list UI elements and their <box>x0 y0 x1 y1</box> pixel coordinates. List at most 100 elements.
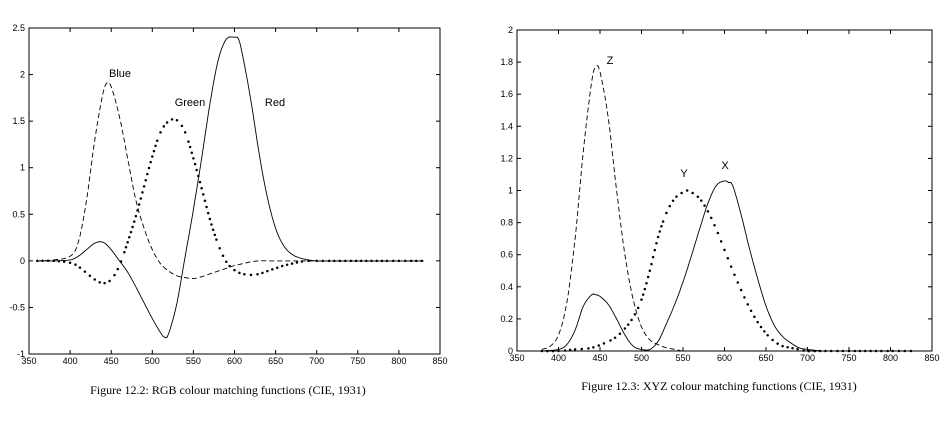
series-y-point <box>791 346 794 350</box>
series-green-point <box>208 217 212 221</box>
series-y-point <box>781 344 784 348</box>
x-tick-label: 400 <box>551 353 566 363</box>
series-green-point <box>249 273 253 277</box>
x-tick-label: 500 <box>145 356 160 366</box>
x-tick-label: 550 <box>186 356 201 366</box>
series-y-point <box>753 315 756 318</box>
series-y-point <box>736 281 740 284</box>
series-green-point <box>192 157 195 160</box>
series-green-point <box>131 225 134 229</box>
series-y-point <box>597 344 600 347</box>
series-y-point <box>709 216 713 220</box>
x-tick-label: 500 <box>634 353 649 363</box>
y-tick-label: 1.2 <box>500 153 513 163</box>
series-y-point <box>675 195 678 198</box>
series-y-point <box>706 210 710 213</box>
series-y-label: Y <box>680 168 688 180</box>
y-tick-label: 0.8 <box>500 218 513 228</box>
series-green-point <box>165 121 169 124</box>
series-green-point <box>188 145 192 149</box>
series-green-point <box>151 155 154 158</box>
x-tick-label: 600 <box>227 356 242 366</box>
series-y-point <box>743 296 746 299</box>
series-y-point <box>602 342 606 345</box>
series-y-point <box>641 293 645 296</box>
series-y-point <box>563 349 567 352</box>
series-green-point <box>142 185 146 188</box>
series-green-point <box>62 260 66 264</box>
series-y-point <box>587 347 590 350</box>
y-tick-label: 2 <box>508 25 513 35</box>
y-tick-label: 0.5 <box>12 209 25 219</box>
series-green-point <box>137 203 141 206</box>
series-y-point <box>573 348 577 351</box>
figure-caption: Figure 12.2: RGB colour matching functio… <box>90 383 366 397</box>
series-red-label: Red <box>265 97 285 109</box>
series-green-point <box>183 131 187 134</box>
series-green-point <box>225 260 228 264</box>
series-y-point <box>759 325 763 329</box>
series-y-point <box>623 327 627 330</box>
series-x-label: X <box>721 160 729 172</box>
series-y-point <box>653 248 657 252</box>
x-tick-label: 450 <box>104 356 119 366</box>
series-y-point <box>680 191 683 195</box>
series-y-point <box>665 211 668 215</box>
series-green-point <box>152 149 156 153</box>
x-tick-label: 350 <box>509 353 524 363</box>
x-tick-label: 650 <box>268 356 283 366</box>
series-y-point <box>739 288 743 292</box>
x-tick-label: 800 <box>883 353 898 363</box>
series-y-point <box>749 309 753 313</box>
y-tick-label: 1 <box>508 186 513 196</box>
x-tick-label: 350 <box>21 356 36 366</box>
series-green-point <box>175 118 179 122</box>
x-tick-label: 450 <box>592 353 607 363</box>
y-tick-label: 2.5 <box>12 23 25 33</box>
chart-rgb: 350 400 450 500 550 600 650 700 750 800 850 -1 -0.5 0… <box>9 23 447 397</box>
series-y-point <box>655 241 658 245</box>
series-y-point <box>763 330 766 333</box>
x-tick-label: 700 <box>309 356 324 366</box>
series-green-point <box>275 266 279 269</box>
series-y-point <box>802 349 805 352</box>
series-y-point <box>613 336 617 339</box>
series-y-point <box>568 348 572 352</box>
series-green-point <box>221 254 225 257</box>
series-green-point <box>290 262 294 265</box>
y-tick-label: -0.5 <box>9 302 25 312</box>
series-green-point <box>218 247 221 250</box>
series-green-point <box>215 238 218 241</box>
series-green-point <box>280 264 284 268</box>
series-green-point <box>162 125 166 128</box>
y-tick-label: 1.6 <box>500 89 513 99</box>
series-y-point <box>696 195 700 199</box>
y-tick-label: 1.8 <box>500 57 513 67</box>
series-green-point <box>190 151 194 154</box>
series-y-point <box>633 313 637 316</box>
x-tick-label: 750 <box>350 356 365 366</box>
y-tick-label: 0 <box>508 346 513 356</box>
series-green-point <box>78 266 82 269</box>
series-green-point <box>198 180 202 184</box>
series-y-point <box>786 346 789 349</box>
series-y-point <box>776 342 779 345</box>
series-green-point <box>213 233 217 237</box>
series-green-point <box>238 271 241 275</box>
y-tick-label: 0.4 <box>500 282 513 292</box>
series-green-point <box>134 214 138 218</box>
series-y-point <box>700 199 703 202</box>
series-green-point <box>187 140 190 143</box>
series-green-point <box>233 268 236 272</box>
series-green-point <box>132 220 136 223</box>
x-tick-label: 650 <box>758 353 773 363</box>
series-green-point <box>300 260 304 263</box>
series-y-point <box>643 287 647 291</box>
series-green-point <box>195 168 198 172</box>
series-green-point <box>210 223 213 226</box>
series-y-point <box>592 346 595 349</box>
series-green-point <box>159 131 162 134</box>
series-green-point <box>113 273 116 277</box>
series-y-point <box>691 191 694 195</box>
